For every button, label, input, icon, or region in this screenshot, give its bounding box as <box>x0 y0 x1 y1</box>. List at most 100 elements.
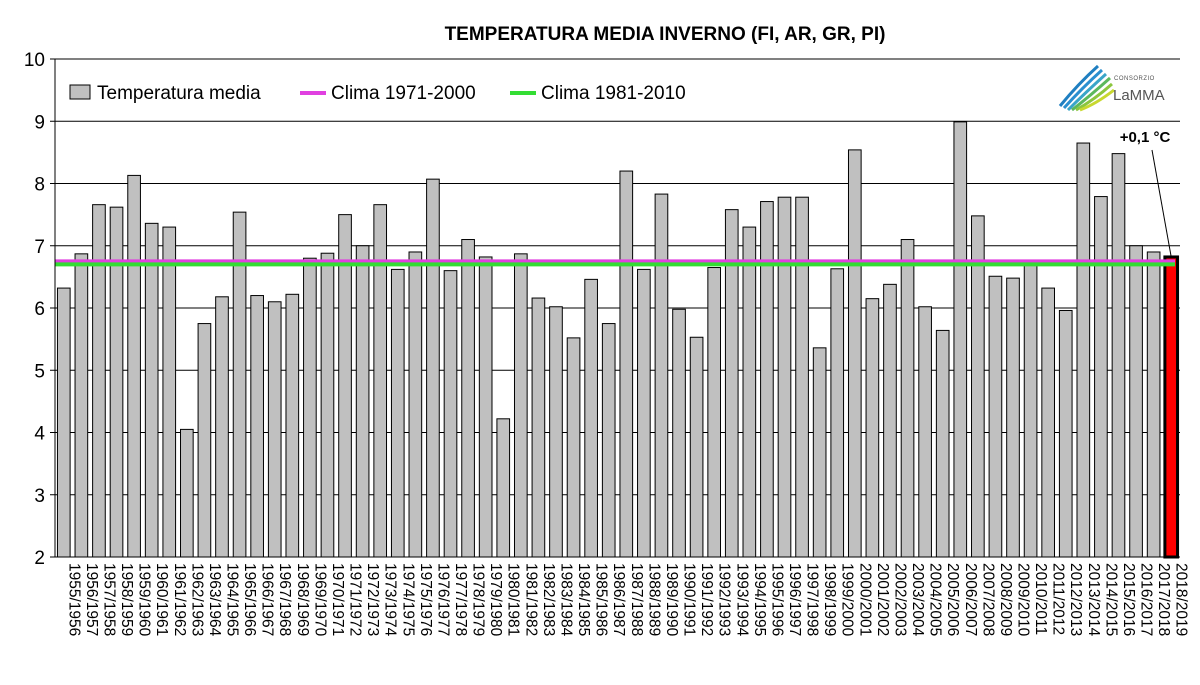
bar <box>1146 251 1161 558</box>
bar <box>1111 153 1126 558</box>
x-tick-label: 1969/1970 <box>311 563 328 637</box>
x-tick-label: 2008/2009 <box>997 563 1014 636</box>
bar <box>549 306 563 558</box>
bar <box>92 204 106 558</box>
bar <box>584 278 598 558</box>
x-tick-label: 1985/1986 <box>593 563 610 636</box>
bar <box>812 347 827 558</box>
legend-label-clima-1971-2000: Clima 1971-2000 <box>331 83 476 104</box>
x-tick-label: 1994/1995 <box>751 563 768 636</box>
y-axis-ticks: 2 3 4 5 6 7 8 9 10 <box>24 50 55 569</box>
x-tick-label: 2002/2003 <box>891 563 908 636</box>
y-tick-label: 10 <box>24 50 45 71</box>
x-tick-label: 1977/1978 <box>452 563 469 636</box>
x-tick-label: 1957/1958 <box>100 563 117 636</box>
y-tick-label: 6 <box>34 299 45 320</box>
bar <box>478 256 493 558</box>
x-tick-label: 1961/1962 <box>171 563 188 636</box>
x-tick-label: 1992/1993 <box>716 563 733 636</box>
x-tick-label: 2005/2006 <box>944 563 961 636</box>
x-tick-label: 1990/1991 <box>681 563 698 636</box>
x-tick-label: 1979/1980 <box>487 563 504 637</box>
bar <box>320 252 335 558</box>
bar <box>795 196 809 558</box>
bar <box>74 253 89 558</box>
x-tick-label: 1987/1988 <box>628 563 645 636</box>
bar <box>144 222 159 558</box>
x-tick-label: 2018/2019 <box>1173 563 1190 636</box>
bar <box>267 301 282 558</box>
x-tick-label: 1972/1973 <box>364 563 381 636</box>
bar <box>707 267 722 558</box>
x-tick-label: 1999/2000 <box>839 563 856 637</box>
x-tick-label: 1976/1977 <box>434 563 451 636</box>
lamma-logo: CONSORZIO LaMMA <box>1058 64 1165 112</box>
x-tick-label: 2001/2002 <box>874 563 891 636</box>
y-tick-label: 4 <box>34 424 45 445</box>
climate-lines <box>55 259 1175 267</box>
y-tick-label: 9 <box>34 112 45 133</box>
bar <box>935 329 950 558</box>
bar <box>672 308 686 558</box>
x-tick-label: 1955/1956 <box>65 563 82 636</box>
x-tick-label: 2014/2015 <box>1102 563 1119 636</box>
bar <box>443 270 458 558</box>
bar <box>988 275 1003 558</box>
x-tick-label: 1971/1972 <box>347 563 364 636</box>
bar <box>847 149 862 558</box>
bar <box>180 428 194 558</box>
x-tick-label: 1975/1976 <box>417 563 434 636</box>
bar <box>1041 287 1055 558</box>
x-tick-label: 1973/1974 <box>382 563 399 637</box>
bar <box>742 226 757 558</box>
x-tick-label: 1980/1981 <box>505 563 522 636</box>
bar <box>250 295 264 558</box>
bar <box>461 239 475 558</box>
bar <box>56 287 71 558</box>
bar <box>531 297 546 558</box>
x-tick-label: 2000/2001 <box>856 563 873 636</box>
x-tick-label: 2016/2017 <box>1138 563 1155 636</box>
x-tick-label: 1986/1987 <box>610 563 627 636</box>
x-tick-label: 2003/2004 <box>909 563 926 637</box>
x-tick-label: 1995/1996 <box>768 563 785 636</box>
bar <box>637 268 651 558</box>
annotation-label: +0,1 °C <box>1120 129 1171 146</box>
bar <box>777 196 792 558</box>
x-tick-label: 1989/1990 <box>663 563 680 637</box>
x-tick-label: 2012/2013 <box>1067 563 1084 636</box>
x-tick-label: 1998/1999 <box>821 563 838 636</box>
x-axis-ticks: 1955/1956 1956/1957 1957/1958 1958/1959 1959… <box>65 563 1189 637</box>
x-tick-label: 1963/1964 <box>206 563 223 637</box>
x-tick-label: 2017/2018 <box>1155 563 1172 636</box>
bar <box>1094 196 1108 558</box>
bar <box>971 215 985 558</box>
x-tick-label: 1958/1959 <box>118 563 135 636</box>
axes <box>54 59 1180 558</box>
y-tick-label: 7 <box>34 237 45 258</box>
legend: Temperatura media Clima 1971-2000 Clima … <box>69 83 686 104</box>
bar <box>619 170 634 558</box>
bar <box>303 257 317 558</box>
x-tick-label: 2007/2008 <box>979 563 996 636</box>
x-tick-label: 2009/2010 <box>1015 563 1032 637</box>
logo-big-text: LaMMA <box>1113 87 1165 104</box>
bar <box>760 201 774 558</box>
bar <box>1129 245 1143 558</box>
bar <box>1006 277 1020 558</box>
x-tick-label: 1981/1982 <box>522 563 539 636</box>
x-tick-label: 2015/2016 <box>1120 563 1137 636</box>
x-tick-label: 1966/1967 <box>259 563 276 636</box>
y-tick-label: 3 <box>34 486 45 507</box>
x-tick-label: 2010/2011 <box>1032 563 1049 635</box>
y-tick-label: 2 <box>34 548 45 569</box>
chart-title: TEMPERATURA MEDIA INVERNO (FI, AR, GR, P… <box>445 24 886 45</box>
legend-label-temperatura-media: Temperatura media <box>97 83 261 104</box>
x-tick-label: 1960/1961 <box>153 563 170 636</box>
x-tick-label: 1997/1998 <box>804 563 821 636</box>
x-tick-label: 1993/1994 <box>733 563 750 637</box>
x-tick-label: 1965/1966 <box>241 563 258 636</box>
bar <box>162 226 177 558</box>
x-tick-label: 1991/1992 <box>698 563 715 636</box>
